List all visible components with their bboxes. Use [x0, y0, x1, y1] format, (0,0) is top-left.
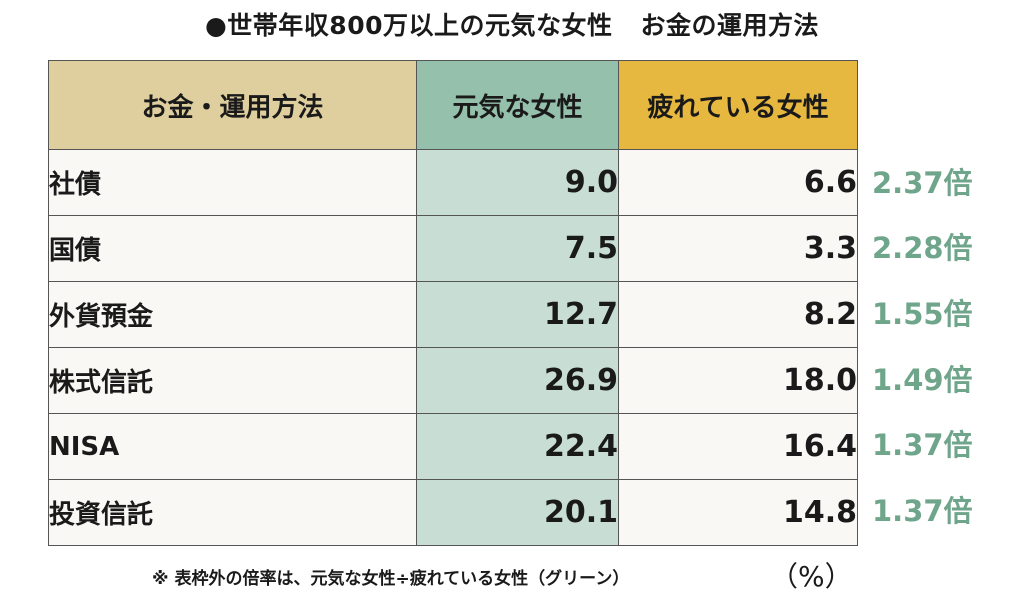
header-tired: 疲れている女性	[618, 60, 858, 150]
header-genki: 元気な女性	[416, 60, 619, 150]
cell-tired: 6.6	[618, 149, 858, 216]
cell-method: 社債	[48, 149, 417, 216]
table-row: NISA 22.4 16.4	[48, 413, 858, 480]
ratio-label: 1.37倍	[872, 428, 973, 462]
cell-genki: 20.1	[416, 479, 619, 546]
table-row: 外貨預金 12.7 8.2	[48, 281, 858, 348]
unit-label: （%）	[770, 560, 853, 593]
header-method: お金・運用方法	[48, 60, 417, 150]
table-row: 投資信託 20.1 14.8	[48, 479, 858, 546]
ratio-label: 1.49倍	[872, 363, 973, 397]
cell-method: 国債	[48, 215, 417, 282]
cell-genki: 9.0	[416, 149, 619, 216]
table-header-row: お金・運用方法 元気な女性 疲れている女性	[48, 60, 858, 150]
cell-genki: 7.5	[416, 215, 619, 282]
table-row: 国債 7.5 3.3	[48, 215, 858, 282]
cell-tired: 8.2	[618, 281, 858, 348]
chart-title-sub: お金の運用方法	[640, 11, 820, 40]
table-row: 株式信託 26.9 18.0	[48, 347, 858, 414]
cell-tired: 3.3	[618, 215, 858, 282]
cell-genki: 22.4	[416, 413, 619, 480]
footnote: ※ 表枠外の倍率は、元気な女性÷疲れている女性（グリーン）	[152, 569, 630, 589]
ratio-label: 1.55倍	[872, 297, 973, 331]
cell-method: 株式信託	[48, 347, 417, 414]
cell-tired: 18.0	[618, 347, 858, 414]
cell-tired: 14.8	[618, 479, 858, 546]
cell-method: NISA	[48, 413, 417, 480]
ratio-label: 2.37倍	[872, 166, 973, 200]
table-row: 社債 9.0 6.6	[48, 149, 858, 216]
cell-genki: 26.9	[416, 347, 619, 414]
ratio-label: 2.28倍	[872, 231, 973, 265]
data-table: お金・運用方法 元気な女性 疲れている女性 社債 9.0 6.6 国債 7.5 …	[48, 60, 858, 546]
cell-method: 外貨預金	[48, 281, 417, 348]
chart-title: ●世帯年収800万以上の元気な女性 お金の運用方法	[0, 6, 1024, 42]
cell-method: 投資信託	[48, 479, 417, 546]
chart-title-main: ●世帯年収800万以上の元気な女性	[204, 11, 613, 40]
cell-tired: 16.4	[618, 413, 858, 480]
ratio-label: 1.37倍	[872, 494, 973, 528]
cell-genki: 12.7	[416, 281, 619, 348]
